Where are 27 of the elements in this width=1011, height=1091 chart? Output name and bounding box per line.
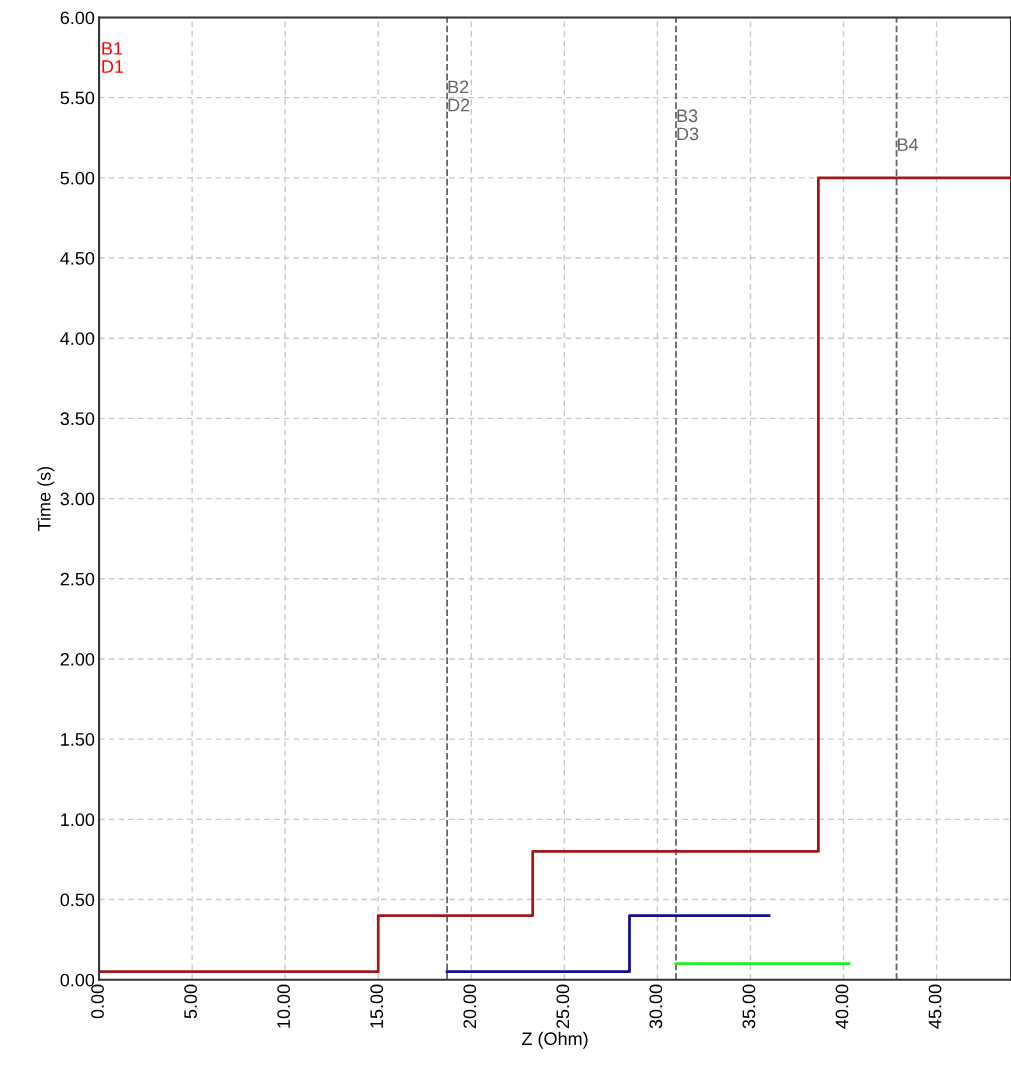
x-tick-label: 5.00 (184, 984, 197, 1019)
y-tick-label: 3.50 (60, 412, 95, 426)
x-tick-label: 20.00 (463, 984, 477, 1029)
y-tick-label: 3.00 (60, 492, 95, 506)
y-tick-label: 6.00 (60, 11, 95, 25)
y-tick-label: 5.00 (60, 171, 95, 185)
ref-line-label: B2 D2 (448, 80, 470, 112)
y-tick-label: 4.00 (60, 332, 95, 345)
y-axis-title: Time (s) (37, 466, 55, 531)
y-tick-label: 5.50 (60, 91, 95, 105)
x-tick-label: 25.00 (556, 984, 570, 1029)
annotation: B1 D1 (102, 42, 124, 73)
x-tick-label: 45.00 (928, 984, 942, 1029)
x-axis-title: Z (Ohm) (522, 1031, 588, 1049)
y-tick-label: 1.50 (61, 733, 95, 746)
x-tick-label: 35.00 (742, 984, 756, 1029)
x-tick-label: 30.00 (649, 984, 663, 1029)
x-tick-label: 10.00 (277, 984, 291, 1028)
y-tick-label: 0.50 (60, 893, 95, 907)
x-tick-label: 15.00 (370, 984, 384, 1028)
y-tick-label: 4.50 (60, 251, 95, 265)
y-tick-label: 1.00 (61, 813, 95, 827)
ref-line-label: B4 (898, 138, 919, 151)
ref-line-label: B3 D3 (677, 109, 699, 141)
x-tick-label: 40.00 (835, 984, 849, 1029)
y-tick-label: 2.50 (60, 572, 95, 586)
y-tick-label: 2.00 (60, 652, 95, 666)
